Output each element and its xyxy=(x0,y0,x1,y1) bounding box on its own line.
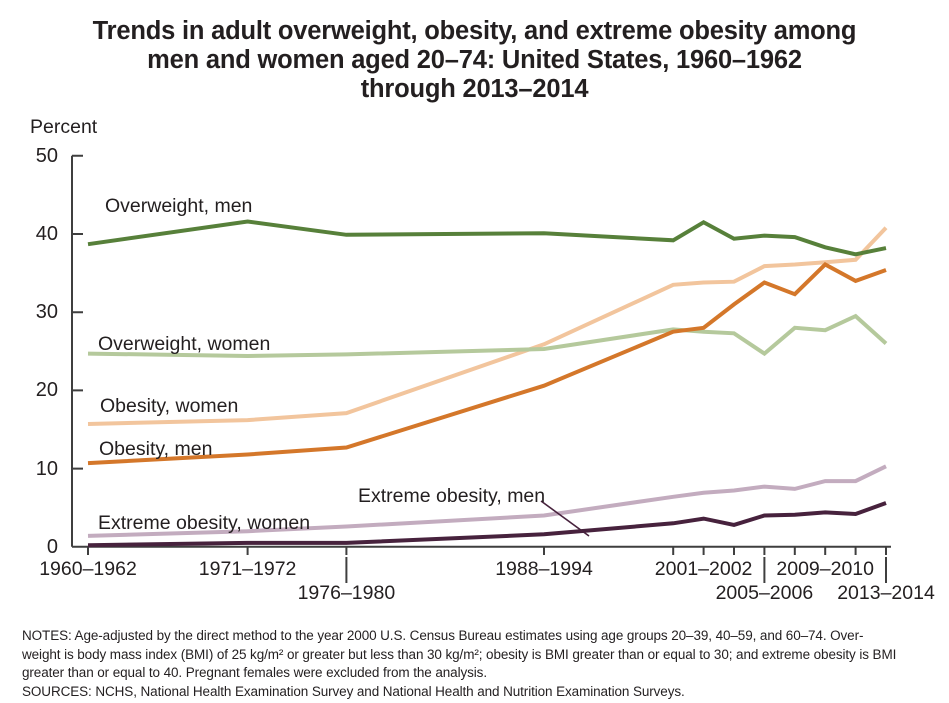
y-tick-label-40: 40 xyxy=(35,223,58,245)
series-line-obesity-women xyxy=(87,226,888,426)
notes-line-2: weight is body mass index (BMI) of 25 kg… xyxy=(22,646,897,662)
x-tick-label-2009-2010: 2009–2010 xyxy=(776,558,874,580)
axes xyxy=(71,154,891,555)
y-axis-unit-label: Percent xyxy=(30,116,98,138)
y-tick-label-0: 0 xyxy=(46,535,58,558)
x-tick-label-1971-1972: 1971–1972 xyxy=(198,558,297,580)
title-line-2: men and women aged 20–74: United States,… xyxy=(147,46,802,74)
series-line-overweight-men xyxy=(87,219,887,257)
y-tick-label-30: 30 xyxy=(35,301,58,324)
x-tick-label-2005-2006: 2005–2006 xyxy=(715,582,814,604)
y-tick-label-20: 20 xyxy=(35,379,58,402)
title-line-1: Trends in adult overweight, obesity, and… xyxy=(92,17,857,45)
leader-line-extreme-obesity-men xyxy=(540,500,590,537)
series-line-extreme-obesity-women xyxy=(87,464,887,538)
x-tick-label-2001-2002: 2001–2002 xyxy=(654,558,753,580)
y-tick-label-10: 10 xyxy=(35,457,58,480)
x-tick-label-2013-2014: 2013–2014 xyxy=(837,582,935,604)
title-line-3: through 2013–2014 xyxy=(360,75,589,103)
series-label-obesity-women: Obesity, women xyxy=(100,395,239,417)
series-line-extreme-obesity-men xyxy=(87,501,887,548)
series-label-overweight-women: Overweight, women xyxy=(98,333,271,355)
series-line-obesity-men xyxy=(87,262,887,466)
series-label-extreme-obesity-men: Extreme obesity, men xyxy=(358,485,546,507)
chart-title: Trends in adult overweight, obesity, and… xyxy=(0,17,949,104)
x-tick-label-1976-1980: 1976–1980 xyxy=(297,582,396,604)
y-tick-label-50: 50 xyxy=(35,144,58,167)
x-tick-label-1988-1994: 1988–1994 xyxy=(495,558,593,580)
series-label-extreme-obesity-women: Extreme obesity, women xyxy=(98,512,311,534)
notes-line-3: greater than or equal to 40. Pregnant fe… xyxy=(22,665,487,681)
notes-line-1: NOTES: Age-adjusted by the direct method… xyxy=(22,628,864,643)
series-line-overweight-women xyxy=(87,313,888,359)
x-tick-label-1960-1962: 1960–1962 xyxy=(39,558,137,580)
sources-line: SOURCES: NCHS, National Health Examinati… xyxy=(22,684,685,700)
series-label-overweight-men: Overweight, men xyxy=(105,195,253,217)
footnotes: NOTES: Age-adjusted by the direct method… xyxy=(22,627,942,702)
series-label-obesity-men: Obesity, men xyxy=(99,438,213,460)
